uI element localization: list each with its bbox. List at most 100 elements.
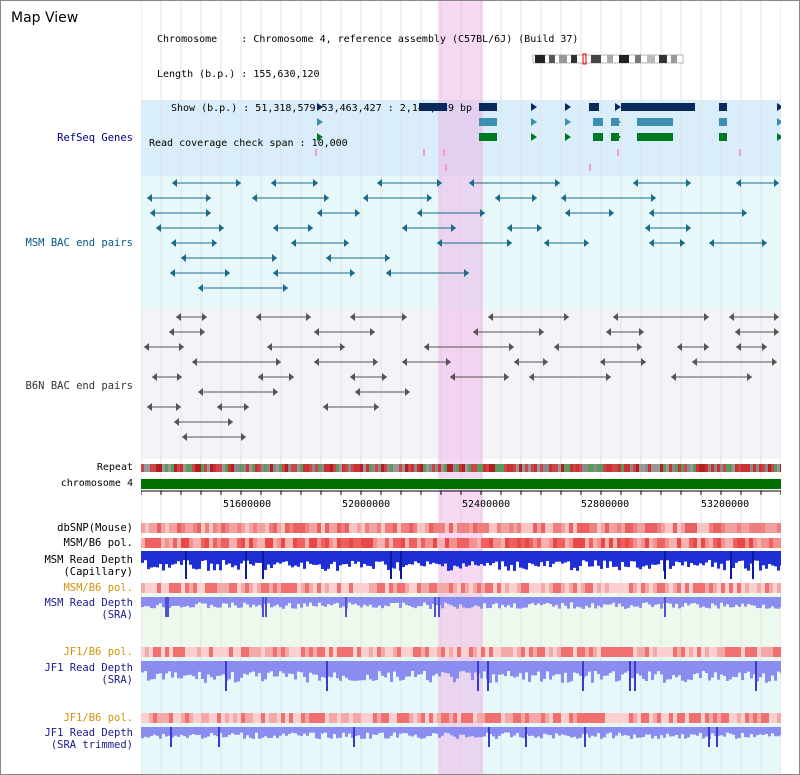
repeat-segment: [684, 464, 687, 472]
msm-bac-pair-end: [219, 224, 224, 232]
heat-cell: [365, 538, 369, 548]
heat-cell: [337, 538, 341, 548]
depth-bar: [429, 727, 432, 737]
depth-bar: [321, 661, 324, 677]
depth-bar: [516, 727, 519, 734]
b6n-bac-pair-end: [228, 418, 233, 426]
heat-cell: [233, 647, 237, 657]
refseq-genes-label[interactable]: RefSeq Genes: [57, 132, 133, 144]
repeat-segment: [210, 464, 213, 472]
depth-bar: [243, 727, 246, 739]
depth-bar: [270, 551, 273, 568]
heat-cell: [573, 713, 577, 723]
depth-bar: [768, 727, 771, 737]
depth-bar: [777, 661, 780, 672]
depth-bar: [765, 661, 768, 683]
repeat-segment: [687, 464, 690, 472]
genome-features-canvas[interactable]: [141, 1, 781, 775]
heat-cell: [337, 647, 341, 657]
jf1-b6-pol-label: JF1/B6 pol.: [63, 646, 133, 658]
heat-cell: [601, 713, 605, 723]
heat-cell: [441, 523, 445, 533]
repeat-segment: [363, 464, 366, 472]
heat-cell: [517, 523, 521, 533]
heat-cell: [393, 523, 397, 533]
repeat-segment: [219, 464, 222, 472]
heat-cell: [685, 523, 689, 533]
heat-cell: [221, 538, 225, 548]
heat-cell: [581, 583, 585, 593]
depth-bar: [591, 727, 594, 736]
heat-cell: [777, 647, 781, 657]
depth-bar: [432, 551, 435, 563]
heat-cell: [717, 583, 721, 593]
repeat-segment: [204, 464, 207, 472]
heat-cell: [305, 523, 309, 533]
depth-bar: [492, 551, 495, 564]
depth-bar: [291, 661, 294, 675]
repeat-segment: [375, 464, 378, 472]
b6n-bac-pair-end: [306, 313, 311, 321]
heat-cell: [401, 538, 405, 548]
repeat-segment: [531, 464, 534, 472]
depth-bar: [714, 597, 717, 606]
heat-cell: [261, 538, 265, 548]
depth-bar: [735, 661, 738, 678]
depth-bar: [459, 597, 462, 605]
depth-bar: [339, 727, 342, 738]
depth-bar: [711, 727, 714, 734]
b6n-bac-label[interactable]: B6N BAC end pairs: [25, 380, 133, 392]
depth-bar: [723, 551, 726, 571]
repeat-label: Repeat: [96, 462, 133, 473]
repeat-segment: [657, 464, 660, 472]
msm-bac-pair-end: [317, 209, 322, 217]
heat-cell: [561, 523, 565, 533]
heat-cell: [373, 583, 377, 593]
gene-arrow: [565, 103, 571, 111]
depth-bar: [192, 661, 195, 677]
heat-cell: [693, 647, 697, 657]
selected-region-highlight[interactable]: [438, 1, 483, 774]
depth-bar: [696, 727, 699, 736]
msm-bac-label[interactable]: MSM BAC end pairs: [25, 237, 133, 249]
heat-cell: [325, 713, 329, 723]
depth-bar: [543, 661, 546, 679]
heat-cell: [525, 647, 529, 657]
heat-cell: [281, 523, 285, 533]
depth-bar: [474, 597, 477, 606]
heat-cell: [625, 523, 629, 533]
heat-cell: [733, 713, 737, 723]
heat-cell: [557, 713, 561, 723]
heat-cell: [417, 538, 421, 548]
heat-cell: [641, 647, 645, 657]
depth-bar: [339, 551, 342, 566]
repeat-segment: [180, 464, 183, 472]
repeat-segment: [201, 464, 204, 472]
heat-cell: [573, 647, 577, 657]
heat-cell: [485, 538, 489, 548]
gene-block: [719, 133, 727, 141]
repeat-segment: [777, 464, 780, 472]
depth-bar: [642, 597, 645, 603]
depth-bar: [351, 661, 354, 681]
depth-bar: [414, 661, 417, 678]
heat-cell: [345, 583, 349, 593]
depth-bar: [714, 661, 717, 673]
chromosome-ideogram[interactable]: [529, 53, 687, 65]
heat-cell: [517, 647, 521, 657]
heat-cell: [657, 583, 661, 593]
depth-bar: [423, 661, 426, 671]
depth-bar: [198, 661, 201, 672]
depth-bar: [414, 727, 417, 735]
depth-bar: [141, 727, 144, 739]
heat-cell: [309, 538, 313, 548]
depth-bar: [762, 597, 765, 605]
b6n-bac-pair-end: [373, 358, 378, 366]
depth-bar: [420, 551, 423, 566]
heat-cell: [721, 523, 725, 533]
depth-bar: [282, 661, 285, 674]
depth-bar: [711, 661, 714, 678]
depth-bar: [201, 661, 204, 680]
depth-bar: [243, 661, 246, 674]
heat-cell: [465, 583, 469, 593]
